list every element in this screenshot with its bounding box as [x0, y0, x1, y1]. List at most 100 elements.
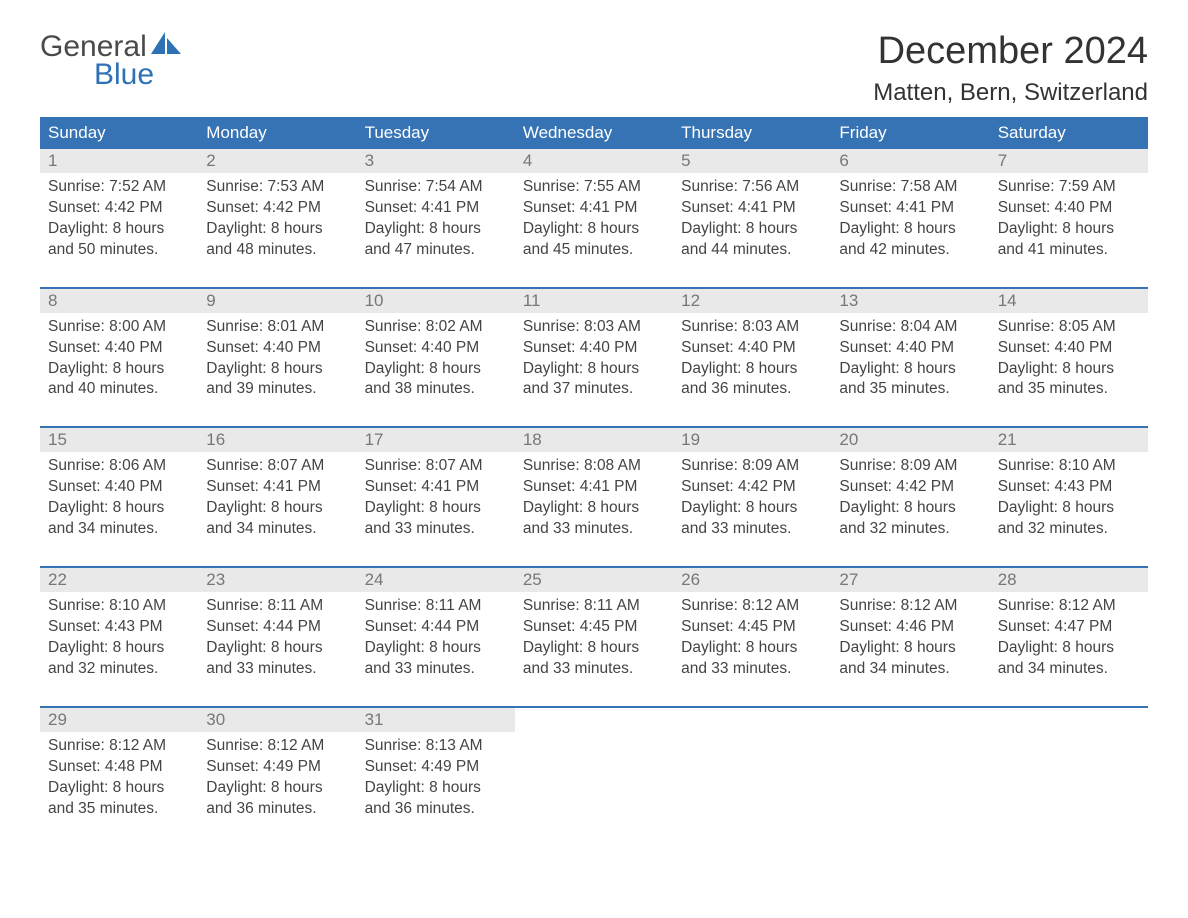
- header: General Blue December 2024 Matten, Bern,…: [40, 30, 1148, 107]
- title-block: December 2024 Matten, Bern, Switzerland: [873, 30, 1148, 107]
- day-content-row: Sunrise: 8:12 AMSunset: 4:48 PMDaylight:…: [40, 732, 1148, 846]
- day-cell: Sunrise: 7:58 AMSunset: 4:41 PMDaylight:…: [831, 173, 989, 288]
- daylight-line2: and 41 minutes.: [998, 240, 1140, 261]
- sunset-text: Sunset: 4:49 PM: [365, 757, 507, 778]
- day-cell: Sunrise: 8:09 AMSunset: 4:42 PMDaylight:…: [673, 452, 831, 567]
- daylight-line2: and 34 minutes.: [206, 519, 348, 540]
- day-cell: Sunrise: 8:08 AMSunset: 4:41 PMDaylight:…: [515, 452, 673, 567]
- daylight-line1: Daylight: 8 hours: [998, 219, 1140, 240]
- day-of-week-header: Sunday Monday Tuesday Wednesday Thursday…: [40, 117, 1148, 149]
- daylight-line2: and 35 minutes.: [998, 379, 1140, 400]
- sunrise-text: Sunrise: 8:13 AM: [365, 736, 507, 757]
- daylight-line2: and 37 minutes.: [523, 379, 665, 400]
- day-number: 2: [198, 149, 356, 173]
- sunrise-text: Sunrise: 8:10 AM: [48, 596, 190, 617]
- day-content-row: Sunrise: 7:52 AMSunset: 4:42 PMDaylight:…: [40, 173, 1148, 288]
- day-number: 31: [357, 708, 515, 732]
- sunset-text: Sunset: 4:40 PM: [998, 198, 1140, 219]
- day-number: 1: [40, 149, 198, 173]
- daylight-line2: and 32 minutes.: [998, 519, 1140, 540]
- sunrise-text: Sunrise: 8:11 AM: [206, 596, 348, 617]
- logo: General Blue: [40, 30, 185, 92]
- daylight-line2: and 48 minutes.: [206, 240, 348, 261]
- day-number: 13: [831, 289, 989, 313]
- daylight-line1: Daylight: 8 hours: [681, 638, 823, 659]
- sunrise-text: Sunrise: 7:54 AM: [365, 177, 507, 198]
- day-cell: Sunrise: 8:10 AMSunset: 4:43 PMDaylight:…: [40, 592, 198, 707]
- sunrise-text: Sunrise: 8:11 AM: [523, 596, 665, 617]
- day-number: 9: [198, 289, 356, 313]
- month-title: December 2024: [873, 30, 1148, 73]
- sunset-text: Sunset: 4:40 PM: [48, 338, 190, 359]
- dow-wed: Wednesday: [515, 117, 673, 149]
- daylight-line2: and 32 minutes.: [48, 659, 190, 680]
- day-number: 14: [990, 289, 1148, 313]
- day-number-row: 891011121314: [40, 289, 1148, 313]
- sunrise-text: Sunrise: 7:59 AM: [998, 177, 1140, 198]
- daylight-line2: and 45 minutes.: [523, 240, 665, 261]
- day-number: 23: [198, 568, 356, 592]
- sunset-text: Sunset: 4:41 PM: [839, 198, 981, 219]
- day-number: [673, 708, 831, 732]
- day-number: 24: [357, 568, 515, 592]
- sunrise-text: Sunrise: 8:02 AM: [365, 317, 507, 338]
- daylight-line2: and 35 minutes.: [48, 799, 190, 820]
- sunset-text: Sunset: 4:46 PM: [839, 617, 981, 638]
- day-number: [515, 708, 673, 732]
- sunset-text: Sunset: 4:48 PM: [48, 757, 190, 778]
- day-cell: Sunrise: 8:01 AMSunset: 4:40 PMDaylight:…: [198, 313, 356, 428]
- daylight-line2: and 36 minutes.: [365, 799, 507, 820]
- sunset-text: Sunset: 4:40 PM: [839, 338, 981, 359]
- day-cell: Sunrise: 7:53 AMSunset: 4:42 PMDaylight:…: [198, 173, 356, 288]
- dow-sun: Sunday: [40, 117, 198, 149]
- sunset-text: Sunset: 4:40 PM: [206, 338, 348, 359]
- daylight-line1: Daylight: 8 hours: [365, 498, 507, 519]
- daylight-line2: and 47 minutes.: [365, 240, 507, 261]
- sunset-text: Sunset: 4:40 PM: [681, 338, 823, 359]
- day-cell: Sunrise: 8:12 AMSunset: 4:48 PMDaylight:…: [40, 732, 198, 846]
- sunset-text: Sunset: 4:42 PM: [206, 198, 348, 219]
- daylight-line2: and 32 minutes.: [839, 519, 981, 540]
- day-cell: Sunrise: 7:54 AMSunset: 4:41 PMDaylight:…: [357, 173, 515, 288]
- day-number: 18: [515, 428, 673, 452]
- daylight-line1: Daylight: 8 hours: [206, 778, 348, 799]
- daylight-line1: Daylight: 8 hours: [48, 219, 190, 240]
- daylight-line2: and 34 minutes.: [998, 659, 1140, 680]
- day-cell: Sunrise: 8:10 AMSunset: 4:43 PMDaylight:…: [990, 452, 1148, 567]
- day-cell: Sunrise: 8:06 AMSunset: 4:40 PMDaylight:…: [40, 452, 198, 567]
- day-cell: [990, 732, 1148, 846]
- sunrise-text: Sunrise: 8:08 AM: [523, 456, 665, 477]
- sunrise-text: Sunrise: 8:12 AM: [998, 596, 1140, 617]
- day-cell: Sunrise: 7:55 AMSunset: 4:41 PMDaylight:…: [515, 173, 673, 288]
- sunrise-text: Sunrise: 8:11 AM: [365, 596, 507, 617]
- day-cell: Sunrise: 8:07 AMSunset: 4:41 PMDaylight:…: [198, 452, 356, 567]
- day-number: 7: [990, 149, 1148, 173]
- daylight-line2: and 38 minutes.: [365, 379, 507, 400]
- sunset-text: Sunset: 4:42 PM: [681, 477, 823, 498]
- day-cell: Sunrise: 8:05 AMSunset: 4:40 PMDaylight:…: [990, 313, 1148, 428]
- daylight-line1: Daylight: 8 hours: [206, 498, 348, 519]
- daylight-line2: and 42 minutes.: [839, 240, 981, 261]
- day-cell: Sunrise: 8:07 AMSunset: 4:41 PMDaylight:…: [357, 452, 515, 567]
- daylight-line1: Daylight: 8 hours: [681, 498, 823, 519]
- sunset-text: Sunset: 4:45 PM: [681, 617, 823, 638]
- sunset-text: Sunset: 4:41 PM: [681, 198, 823, 219]
- daylight-line2: and 33 minutes.: [681, 659, 823, 680]
- sunrise-text: Sunrise: 7:55 AM: [523, 177, 665, 198]
- daylight-line2: and 33 minutes.: [523, 519, 665, 540]
- daylight-line1: Daylight: 8 hours: [48, 638, 190, 659]
- sunset-text: Sunset: 4:41 PM: [206, 477, 348, 498]
- daylight-line1: Daylight: 8 hours: [839, 638, 981, 659]
- daylight-line1: Daylight: 8 hours: [48, 359, 190, 380]
- day-cell: Sunrise: 8:11 AMSunset: 4:44 PMDaylight:…: [198, 592, 356, 707]
- sunset-text: Sunset: 4:42 PM: [48, 198, 190, 219]
- day-number: 30: [198, 708, 356, 732]
- daylight-line2: and 34 minutes.: [48, 519, 190, 540]
- sunset-text: Sunset: 4:41 PM: [365, 477, 507, 498]
- sunset-text: Sunset: 4:44 PM: [206, 617, 348, 638]
- daylight-line1: Daylight: 8 hours: [206, 219, 348, 240]
- sunrise-text: Sunrise: 8:01 AM: [206, 317, 348, 338]
- sunset-text: Sunset: 4:40 PM: [48, 477, 190, 498]
- day-number: 27: [831, 568, 989, 592]
- daylight-line1: Daylight: 8 hours: [48, 498, 190, 519]
